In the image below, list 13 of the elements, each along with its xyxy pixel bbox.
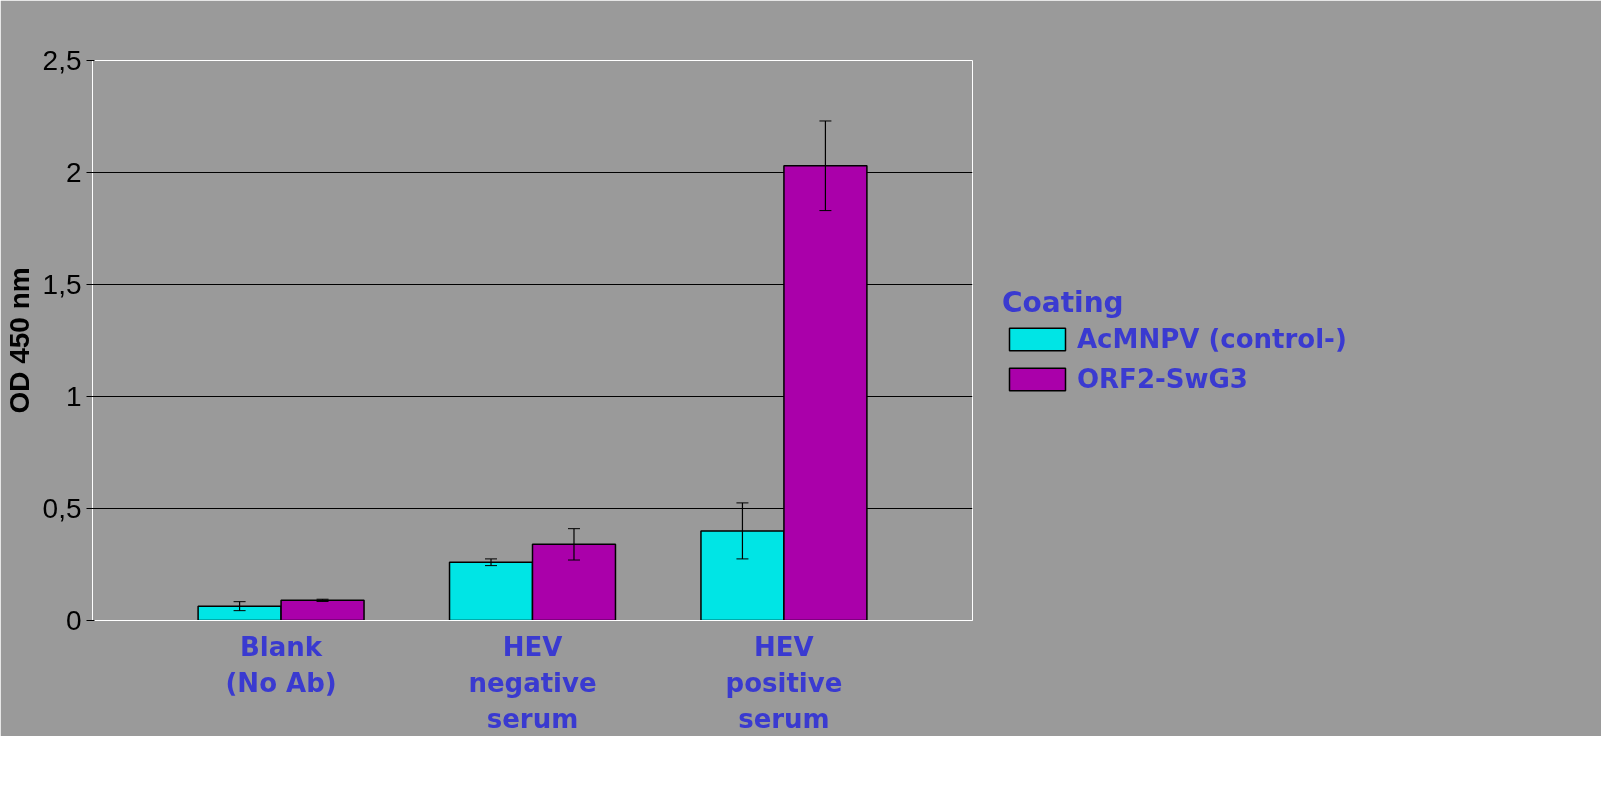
y-tick-label: 0 (65, 605, 82, 636)
y-tick-label: 1,5 (42, 269, 82, 300)
y-tick-label: 2,5 (42, 45, 82, 76)
x-tick-label: HEV positive serum (725, 631, 843, 734)
y-tick-label: 0,5 (42, 493, 82, 524)
legend-title: Coating (1002, 286, 1125, 319)
x-tick-label: Blank (No Ab) (225, 631, 337, 698)
y-tick-label: 1 (65, 381, 82, 412)
y-axis-title: OD 450 nm (3, 267, 35, 414)
x-tick-label: HEV negative serum (468, 631, 597, 734)
y-tick-label: 2 (65, 157, 82, 188)
legend-label: AcMNPV (control-) (1077, 324, 1347, 354)
legend-label: ORF2-SwG3 (1077, 364, 1248, 394)
